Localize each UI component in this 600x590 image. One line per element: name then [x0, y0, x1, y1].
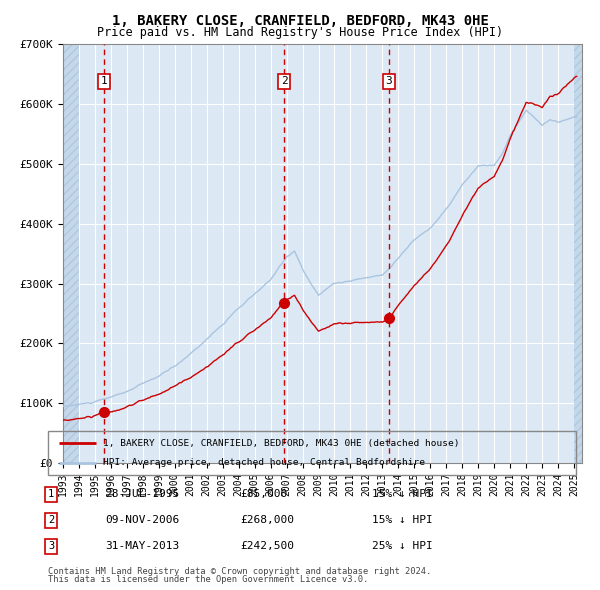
Text: 28-JUL-1995: 28-JUL-1995	[105, 490, 179, 499]
Bar	[574, 44, 582, 463]
Text: 1, BAKERY CLOSE, CRANFIELD, BEDFORD, MK43 0HE: 1, BAKERY CLOSE, CRANFIELD, BEDFORD, MK4…	[112, 14, 488, 28]
Text: 2: 2	[281, 76, 288, 86]
Bar	[63, 44, 79, 463]
Text: 15% ↓ HPI: 15% ↓ HPI	[372, 516, 433, 525]
Text: 09-NOV-2006: 09-NOV-2006	[105, 516, 179, 525]
Text: Price paid vs. HM Land Registry's House Price Index (HPI): Price paid vs. HM Land Registry's House …	[97, 26, 503, 39]
Text: This data is licensed under the Open Government Licence v3.0.: This data is licensed under the Open Gov…	[48, 575, 368, 584]
Text: 2: 2	[48, 516, 54, 525]
Text: £268,000: £268,000	[240, 516, 294, 525]
Text: 25% ↓ HPI: 25% ↓ HPI	[372, 542, 433, 551]
Text: HPI: Average price, detached house, Central Bedfordshire: HPI: Average price, detached house, Cent…	[103, 458, 425, 467]
Text: Contains HM Land Registry data © Crown copyright and database right 2024.: Contains HM Land Registry data © Crown c…	[48, 567, 431, 576]
Text: 1: 1	[48, 490, 54, 499]
Text: 3: 3	[48, 542, 54, 551]
Bar	[63, 44, 79, 463]
Text: £85,000: £85,000	[240, 490, 287, 499]
Text: 1, BAKERY CLOSE, CRANFIELD, BEDFORD, MK43 0HE (detached house): 1, BAKERY CLOSE, CRANFIELD, BEDFORD, MK4…	[103, 438, 460, 448]
Bar	[574, 44, 582, 463]
Text: 3: 3	[386, 76, 392, 86]
Text: 31-MAY-2013: 31-MAY-2013	[105, 542, 179, 551]
Text: 1: 1	[101, 76, 107, 86]
Text: 15% ↓ HPI: 15% ↓ HPI	[372, 490, 433, 499]
Text: £242,500: £242,500	[240, 542, 294, 551]
